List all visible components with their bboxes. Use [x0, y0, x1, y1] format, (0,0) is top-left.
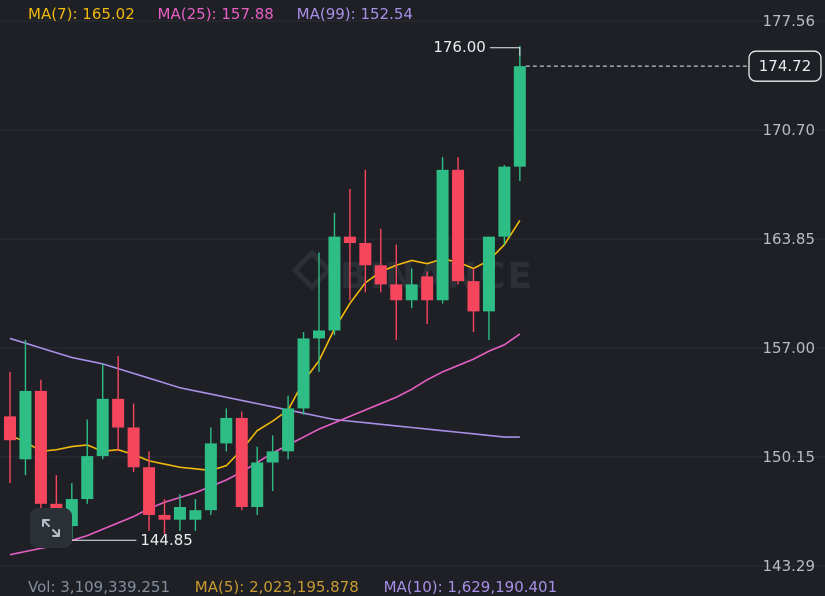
candle-body	[266, 451, 279, 463]
watermark-text: BINANCE	[340, 256, 534, 297]
y-axis-ticks: 177.56 170.70 163.85 157.00 150.15 143.29	[763, 12, 816, 575]
candle-body	[127, 427, 140, 468]
candle	[343, 188, 356, 301]
candle	[204, 427, 217, 515]
candle	[251, 446, 264, 515]
ma7-path	[9, 219, 521, 472]
candle-body	[173, 506, 186, 520]
current-price-label: 174.72	[759, 57, 812, 75]
candle	[173, 494, 186, 531]
candle	[220, 408, 233, 452]
candle-body	[282, 408, 295, 452]
candle-body	[96, 398, 109, 457]
candle-body	[328, 236, 341, 331]
ma99-path	[9, 337, 520, 438]
candle	[313, 252, 325, 372]
ma7-line	[9, 219, 521, 472]
candle-body	[112, 398, 125, 428]
candle	[266, 435, 279, 492]
ma99-legend: MA(99): 152.54	[296, 5, 413, 23]
candle	[452, 157, 465, 285]
candle-body	[452, 169, 465, 282]
y-tick-label: 170.70	[763, 121, 816, 139]
candle-body	[313, 330, 325, 339]
candle	[127, 403, 140, 473]
low-marker-label: 144.85	[140, 531, 193, 549]
candle-body	[81, 456, 94, 500]
y-tick-label: 157.00	[763, 339, 816, 357]
candle	[112, 355, 125, 452]
ma25-line	[9, 333, 521, 556]
candle	[4, 371, 16, 484]
candle	[513, 45, 526, 181]
candle	[34, 379, 47, 515]
ma7-legend: MA(7): 165.02	[28, 5, 135, 23]
ma25-legend: MA(25): 157.88	[157, 5, 274, 23]
candle-body	[251, 462, 264, 507]
expand-arrows-icon	[42, 519, 60, 537]
candle-body	[405, 284, 418, 301]
candle	[482, 236, 495, 341]
candle-body	[189, 510, 202, 520]
high-marker-line	[489, 47, 521, 56]
y-tick-label: 143.29	[763, 557, 816, 575]
volume-value: Vol: 3,109,339.251	[28, 578, 171, 596]
candle-body	[297, 338, 310, 409]
candle-body	[359, 243, 372, 266]
candle	[96, 363, 109, 460]
candle	[467, 268, 480, 333]
candle-body	[220, 417, 233, 444]
price-markers: 176.00 144.85 174.72	[56, 38, 822, 549]
candle	[158, 499, 171, 535]
candle	[81, 419, 94, 504]
candle-body	[204, 443, 217, 511]
candle-body	[4, 416, 16, 441]
candle-body	[374, 265, 387, 285]
candle-body	[158, 514, 171, 520]
candle	[19, 340, 32, 476]
binance-logo-icon	[291, 249, 333, 291]
candle	[498, 165, 511, 245]
volume-legend: Vol: 3,109,339.251 MA(5): 2,023,195.878 …	[28, 578, 577, 596]
candle-body	[421, 276, 434, 301]
candle	[390, 244, 403, 341]
candle	[189, 499, 202, 531]
current-price-box	[748, 50, 822, 82]
candle-body	[436, 169, 449, 301]
candlesticks	[4, 45, 526, 539]
candle-body	[235, 417, 248, 507]
candle	[297, 332, 310, 415]
y-tick-label: 150.15	[763, 448, 816, 466]
candle-body	[19, 390, 32, 460]
ma-legend: MA(7): 165.02 MA(25): 157.88 MA(99): 152…	[28, 5, 431, 23]
candle-body	[498, 166, 511, 237]
candle	[328, 212, 341, 336]
candle-body	[513, 66, 526, 167]
candle	[143, 451, 156, 531]
candle	[405, 268, 418, 309]
volume-ma5: MA(5): 2,023,195.878	[194, 578, 359, 596]
candle-body	[482, 236, 495, 312]
candle	[421, 271, 434, 325]
volume-ma10: MA(10): 1,629,190.401	[383, 578, 558, 596]
candle-body	[143, 467, 156, 515]
candle	[374, 228, 387, 293]
logo-shape	[291, 249, 333, 291]
candle	[282, 395, 295, 460]
ma25-path	[9, 333, 521, 556]
candle-body	[390, 284, 403, 301]
y-tick-label: 177.56	[763, 12, 816, 30]
candle-body	[343, 236, 356, 244]
candle	[436, 157, 449, 304]
fullscreen-button[interactable]	[30, 508, 72, 548]
y-tick-label: 163.85	[763, 230, 816, 248]
candle	[359, 169, 372, 293]
high-marker-label: 176.00	[433, 38, 486, 56]
candle-body	[34, 390, 47, 504]
candle	[235, 411, 248, 511]
candle-body	[467, 281, 480, 312]
ma99-line	[9, 337, 520, 438]
